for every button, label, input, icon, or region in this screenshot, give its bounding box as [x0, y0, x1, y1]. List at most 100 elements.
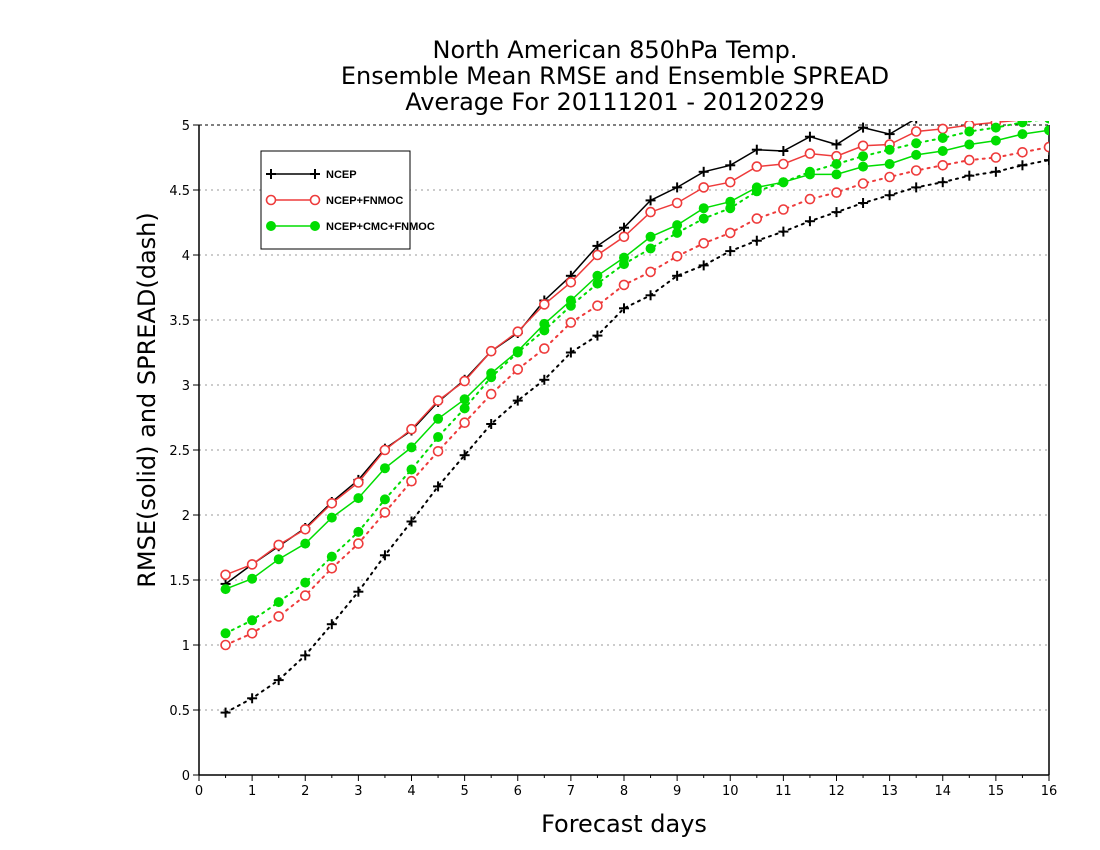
data-point-spread: [937, 160, 949, 171]
data-point-spread: [778, 226, 789, 237]
data-point-rmse: [565, 295, 576, 306]
data-point-spread: [512, 364, 524, 375]
data-point-rmse: [273, 539, 284, 551]
series-layer: [220, 101, 1054, 718]
data-point-rmse: [539, 299, 550, 310]
data-point-spread: [804, 193, 816, 205]
data-point-spread: [273, 675, 284, 686]
data-point-rmse: [698, 182, 709, 193]
data-point-spread: [964, 170, 975, 181]
data-point-spread: [645, 290, 656, 301]
legend-label: NCEP+FNMOC: [326, 195, 403, 207]
y-tick-label: 0: [182, 769, 190, 784]
data-point-spread: [1017, 121, 1028, 128]
x-tick-label: 16: [1041, 784, 1058, 799]
data-point-rmse: [273, 554, 284, 565]
data-point-rmse: [592, 249, 603, 261]
data-point-rmse: [831, 169, 842, 180]
chart-title: North American 850hPa Temp.Ensemble Mean…: [341, 36, 889, 116]
legend-marker: [310, 221, 320, 231]
data-point-spread: [645, 243, 656, 254]
x-tick-label: 0: [195, 784, 203, 799]
data-point-rmse: [1045, 121, 1049, 123]
x-axis-title: Forecast days: [541, 810, 707, 838]
data-point-rmse: [326, 512, 337, 523]
y-tick-label: 0.5: [169, 704, 190, 719]
data-point-spread: [672, 270, 683, 281]
data-point-spread: [299, 590, 311, 601]
data-point-spread: [247, 693, 258, 704]
data-point-spread: [1044, 121, 1049, 124]
data-point-spread: [1017, 160, 1028, 171]
data-point-spread: [300, 650, 311, 661]
data-point-spread: [671, 250, 683, 262]
x-tick-label: 14: [934, 784, 951, 799]
data-point-rmse: [911, 149, 922, 160]
data-point-spread: [459, 450, 470, 461]
data-point-rmse: [512, 346, 523, 357]
data-point-rmse: [485, 345, 497, 357]
data-point-spread: [353, 526, 364, 537]
data-point-rmse: [751, 144, 762, 155]
data-point-rmse: [725, 160, 736, 171]
data-point-rmse: [672, 220, 683, 231]
data-point-rmse: [246, 559, 258, 570]
data-point-spread: [1043, 141, 1049, 153]
data-point-rmse: [1044, 101, 1054, 111]
data-point-rmse: [353, 477, 364, 488]
x-tick-label: 1: [248, 784, 256, 799]
data-point-spread: [273, 611, 284, 622]
data-point-spread: [831, 207, 842, 218]
data-point-rmse: [804, 131, 815, 142]
y-tick-label: 4: [182, 249, 190, 264]
data-point-spread: [326, 551, 337, 562]
data-point-spread: [300, 577, 311, 588]
data-point-spread: [751, 235, 762, 246]
data-point-rmse: [379, 463, 390, 474]
data-point-spread: [379, 494, 390, 505]
data-point-spread: [645, 266, 656, 278]
x-tick-label: 7: [567, 784, 575, 799]
data-point-spread: [1017, 147, 1028, 158]
data-point-rmse: [831, 139, 842, 150]
data-point-rmse: [938, 110, 948, 120]
y-tick-label: 3: [182, 379, 190, 394]
legend-marker: [310, 169, 320, 179]
data-point-spread: [379, 550, 390, 561]
data-point-rmse: [990, 135, 1001, 146]
data-point-spread: [911, 182, 922, 193]
y-tick-label: 5: [182, 119, 190, 134]
y-tick-label: 2: [182, 509, 190, 524]
data-point-rmse: [326, 497, 338, 509]
data-point-rmse: [964, 107, 974, 117]
data-point-spread: [565, 347, 576, 358]
data-point-spread: [220, 639, 231, 651]
legend-label: NCEP+CMC+FNMOC: [326, 221, 435, 233]
data-point-rmse: [486, 368, 497, 379]
x-tick-label: 12: [828, 784, 845, 799]
y-tick-label: 1: [182, 639, 190, 654]
y-tick-label: 3.5: [169, 314, 190, 329]
data-point-rmse: [804, 148, 816, 159]
data-point-rmse: [592, 270, 603, 281]
data-point-spread: [831, 187, 842, 198]
data-point-spread: [751, 213, 763, 224]
data-point-spread: [964, 154, 975, 166]
data-point-rmse: [857, 140, 869, 152]
x-tick-label: 9: [673, 784, 681, 799]
x-tick-label: 15: [988, 784, 1005, 799]
legend-label: NCEP: [326, 169, 357, 181]
data-point-spread: [884, 190, 895, 201]
data-point-rmse: [619, 252, 629, 263]
y-tick-label: 4.5: [169, 184, 190, 199]
x-tick-label: 3: [354, 784, 362, 799]
x-tick-label: 8: [620, 784, 628, 799]
legend: NCEP NCEP+FNMOC NCEP+CMC+FNMOC: [260, 150, 435, 250]
data-point-spread: [485, 388, 497, 400]
data-point-spread: [937, 133, 948, 143]
series-ncep-spread: [220, 155, 1049, 718]
data-point-rmse: [619, 222, 629, 233]
data-point-rmse: [1044, 125, 1049, 136]
data-point-spread: [512, 395, 523, 406]
